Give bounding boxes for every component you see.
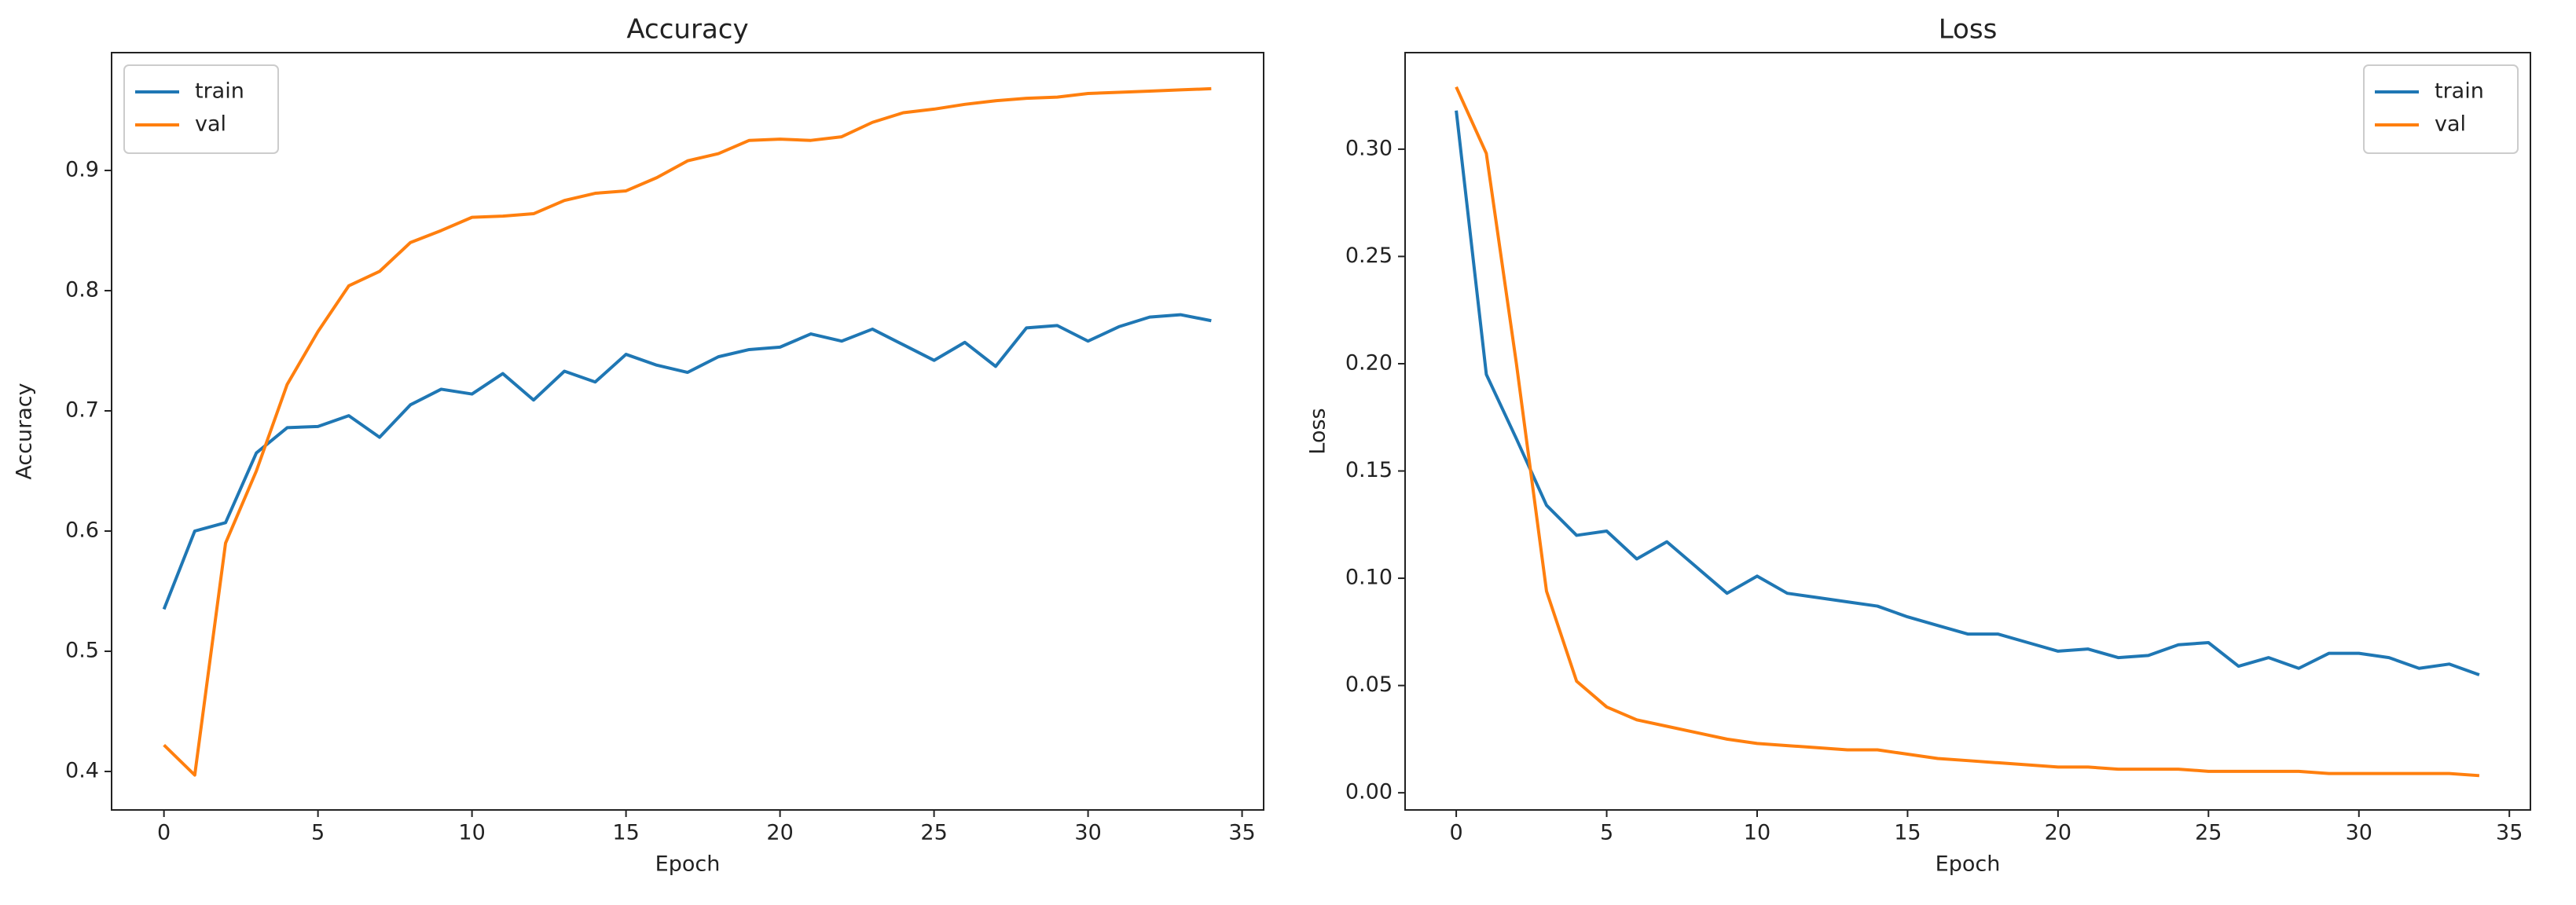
plot-frame: [111, 52, 1264, 811]
x-axis-label: Epoch: [655, 852, 721, 877]
y-tick-label: 0.8: [65, 277, 99, 302]
x-tick-label: 25: [2195, 821, 2222, 845]
y-tick-label: 0.00: [1345, 780, 1393, 804]
x-tick-label: 20: [766, 821, 793, 845]
y-tick-label: 0.5: [65, 639, 99, 663]
series-line: [162, 313, 1212, 610]
y-tick-label: 0.9: [65, 157, 99, 181]
legend: train val: [2363, 64, 2519, 154]
y-tick-label: 0.25: [1345, 244, 1393, 268]
x-tick-label: 0: [157, 821, 171, 845]
legend-box: [2363, 64, 2519, 154]
y-tick-label: 0.7: [65, 398, 99, 422]
legend-label: val: [2435, 112, 2466, 137]
legend: train val: [123, 64, 279, 154]
y-tick-label: 0.10: [1345, 566, 1393, 590]
x-tick-label: 35: [2496, 821, 2523, 845]
x-tick-label: 15: [612, 821, 639, 845]
y-tick-label: 0.20: [1345, 350, 1393, 375]
series-line: [163, 86, 1212, 777]
x-axis-label: Epoch: [1936, 852, 2001, 877]
x-tick-label: 5: [1600, 821, 1613, 845]
x-tick-label: 25: [920, 821, 947, 845]
x-tick-label: 35: [1228, 821, 1255, 845]
y-tick-label: 0.6: [65, 518, 99, 543]
y-tick-label: 0.15: [1345, 458, 1393, 482]
x-tick-label: 10: [1744, 821, 1771, 845]
plot-frame: [1404, 52, 2531, 811]
legend-label: train: [2435, 79, 2484, 104]
series-line: [1455, 110, 2480, 676]
legend-box: [123, 64, 279, 154]
y-tick-label: 0.30: [1345, 136, 1393, 160]
chart-title: Accuracy: [626, 14, 748, 46]
x-tick-label: 30: [2346, 821, 2372, 845]
y-axis-label: Accuracy: [13, 383, 37, 479]
x-tick-label: 20: [2045, 821, 2071, 845]
x-tick-label: 5: [311, 821, 325, 845]
y-axis-label: Loss: [1306, 408, 1330, 454]
legend-label: val: [195, 112, 226, 137]
x-tick-label: 10: [458, 821, 485, 845]
legend-label: train: [195, 79, 244, 104]
y-tick-label: 0.05: [1345, 672, 1393, 697]
x-tick-label: 15: [1894, 821, 1921, 845]
x-tick-label: 30: [1074, 821, 1101, 845]
x-tick-label: 0: [1449, 821, 1462, 845]
series-line: [1455, 86, 2480, 778]
chart-title: Loss: [1939, 14, 1998, 46]
y-tick-label: 0.4: [65, 759, 99, 783]
